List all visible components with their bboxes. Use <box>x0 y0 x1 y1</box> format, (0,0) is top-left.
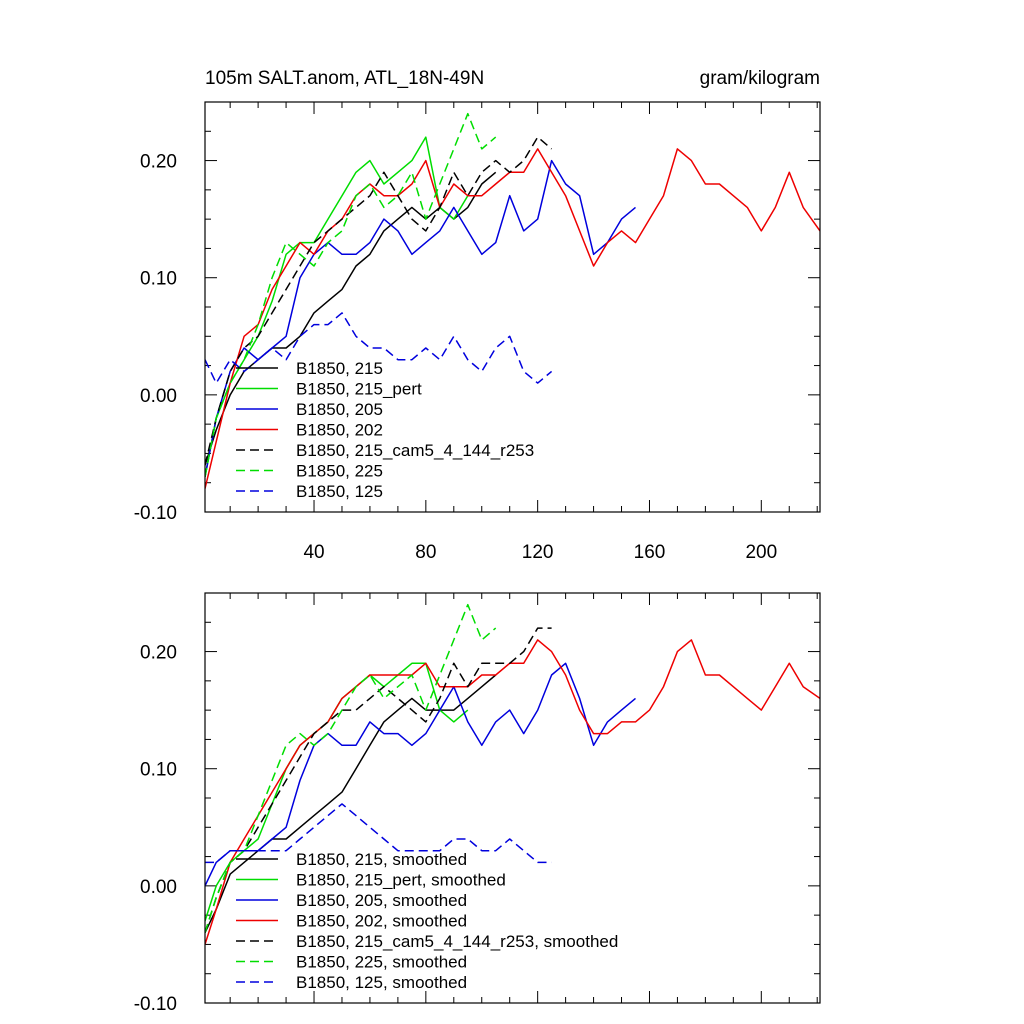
y-tick-label: 0.20 <box>140 643 177 664</box>
legend: B1850, 215, smoothed B1850, 215_pert, smo… <box>236 850 618 992</box>
x-tick-label: 80 <box>415 542 436 563</box>
series-line-2 <box>205 159 636 478</box>
y-tick-label: 0.00 <box>140 386 177 407</box>
series-line-5 <box>205 603 497 933</box>
x-tick-label: 200 <box>745 542 777 563</box>
plot-frame <box>204 592 821 1004</box>
legend-label: B1850, 215_cam5_4_144_r253, smoothed <box>296 932 618 951</box>
y-tick-label: 0.10 <box>140 760 177 781</box>
series-line-6 <box>205 312 553 384</box>
legend-label: B1850, 225, smoothed <box>296 953 467 972</box>
x-tick-label: 160 <box>634 542 666 563</box>
legend-label: B1850, 215 <box>296 359 383 378</box>
legend-label: B1850, 225 <box>296 462 383 481</box>
x-tick-label: 40 <box>303 542 324 563</box>
y-tick-label: 0.00 <box>140 877 177 898</box>
legend-label: B1850, 205, smoothed <box>296 891 467 910</box>
series-group <box>205 603 820 945</box>
chart-panel-top: 105m SALT.anom, ATL_18N-49N gram/kilogram… <box>134 68 821 563</box>
y-tick-label: -0.10 <box>134 503 177 524</box>
legend-label: B1850, 205 <box>296 400 383 419</box>
y-tick-label: 0.20 <box>140 152 177 173</box>
legend-label: B1850, 202 <box>296 421 383 440</box>
series-line-0 <box>205 674 497 934</box>
legend-label: B1850, 125 <box>296 482 383 501</box>
legend-label: B1850, 215_cam5_4_144_r253 <box>296 441 534 460</box>
legend-label: B1850, 215_pert <box>296 380 422 399</box>
y-tick-label: 0.10 <box>140 269 177 290</box>
legend-label: B1850, 215, smoothed <box>296 850 467 869</box>
series-line-4 <box>205 136 553 466</box>
minor-ticks <box>205 102 820 512</box>
series-group <box>205 112 820 489</box>
legend-label: B1850, 215_pert, smoothed <box>296 871 506 890</box>
chart-title: 105m SALT.anom, ATL_18N-49N <box>205 68 484 89</box>
series-line-5 <box>205 112 497 478</box>
series-line-6 <box>205 803 552 864</box>
series-line-2 <box>205 662 636 887</box>
units-label: gram/kilogram <box>700 68 820 89</box>
plot-frame <box>204 101 821 513</box>
legend-label: B1850, 202, smoothed <box>296 912 467 931</box>
minor-ticks <box>205 593 820 1003</box>
y-tick-label: -0.10 <box>134 994 177 1015</box>
legend-label: B1850, 125, smoothed <box>296 973 467 992</box>
x-tick-label: 120 <box>522 542 554 563</box>
